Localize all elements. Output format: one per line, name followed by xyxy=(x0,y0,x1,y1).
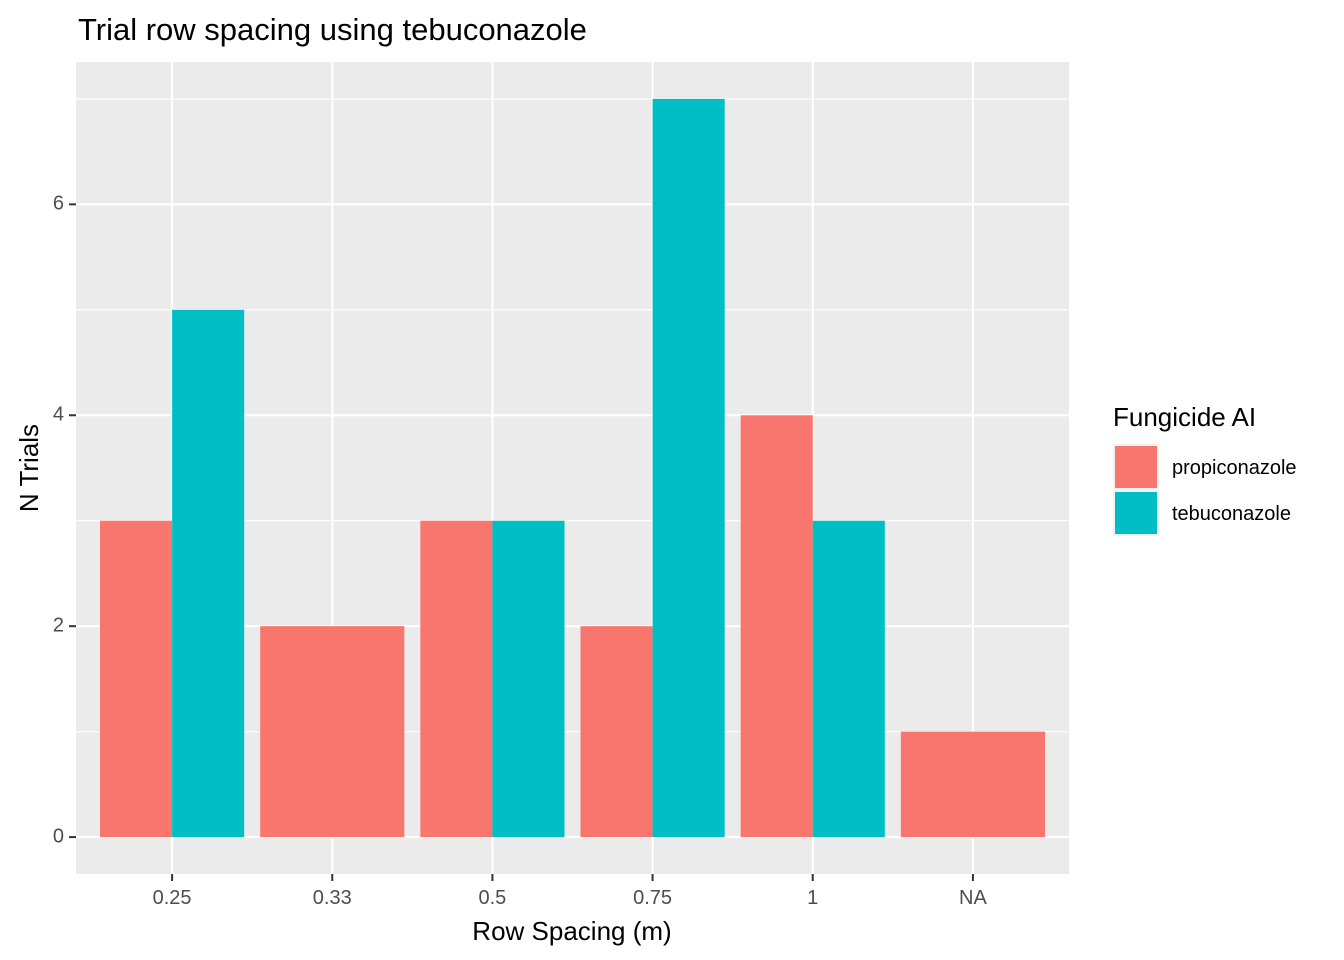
legend-swatch-tebuconazole xyxy=(1115,492,1157,534)
y-tick-label: 6 xyxy=(53,193,64,215)
y-axis-title: N Trials xyxy=(14,424,44,512)
x-tick-label: 0.75 xyxy=(633,887,672,909)
bar-propiconazole-1 xyxy=(740,415,813,838)
x-axis: 0.25 0.33 0.5 0.75 1 NA xyxy=(153,874,987,909)
bar-propiconazole-0-5 xyxy=(420,520,493,838)
x-tick-label: NA xyxy=(959,887,987,909)
y-tick-label: 0 xyxy=(53,825,64,847)
bars-layer xyxy=(100,98,1045,838)
bar-propiconazole-0-75 xyxy=(580,626,653,838)
legend-title: Fungicide AI xyxy=(1113,402,1256,432)
x-tick-label: 0.33 xyxy=(313,887,352,909)
bar-tebuconazole-0-25 xyxy=(172,309,245,838)
chart-title: Trial row spacing using tebuconazole xyxy=(78,12,587,47)
bar-propiconazole-NA xyxy=(900,731,1045,838)
y-tick-label: 2 xyxy=(53,614,64,636)
legend-items: propiconazole tebuconazole xyxy=(1113,444,1297,536)
x-tick-label: 1 xyxy=(807,887,818,909)
legend-label-tebuconazole: tebuconazole xyxy=(1172,503,1291,525)
legend-label-propiconazole: propiconazole xyxy=(1172,457,1297,479)
x-axis-title: Row Spacing (m) xyxy=(472,916,671,946)
x-tick-label: 0.25 xyxy=(153,887,192,909)
bar-propiconazole-0-25 xyxy=(100,520,173,838)
bar-tebuconazole-0-75 xyxy=(652,98,725,838)
x-tick-label: 0.5 xyxy=(479,887,507,909)
y-axis: 0 2 4 6 xyxy=(53,193,76,847)
bar-tebuconazole-1 xyxy=(812,520,885,838)
bar-propiconazole-0-33 xyxy=(260,626,405,838)
y-tick-label: 4 xyxy=(53,404,64,426)
legend-swatch-propiconazole xyxy=(1115,446,1157,488)
bar-tebuconazole-0-5 xyxy=(492,520,565,838)
legend: Fungicide AI propiconazole tebuconazole xyxy=(1113,402,1297,536)
